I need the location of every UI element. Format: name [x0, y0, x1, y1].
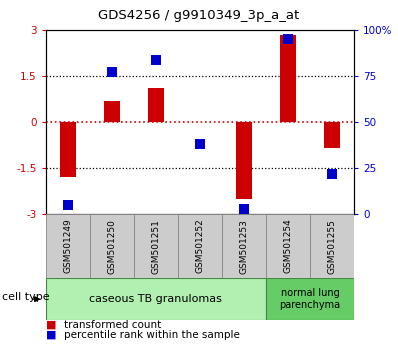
- Text: GSM501249: GSM501249: [63, 219, 72, 273]
- Text: GDS4256 / g9910349_3p_a_at: GDS4256 / g9910349_3p_a_at: [98, 9, 300, 22]
- Bar: [178, 214, 222, 278]
- Bar: [134, 214, 178, 278]
- Text: cell type: cell type: [2, 292, 50, 302]
- Point: [285, 36, 291, 42]
- Point: [241, 206, 247, 211]
- Bar: [266, 214, 310, 278]
- Point: [197, 141, 203, 147]
- Point: [329, 171, 336, 177]
- Text: percentile rank within the sample: percentile rank within the sample: [64, 330, 240, 339]
- Bar: [281, 35, 296, 122]
- Bar: [46, 278, 266, 320]
- Bar: [90, 214, 134, 278]
- Bar: [266, 278, 354, 320]
- Text: transformed count: transformed count: [64, 320, 161, 330]
- Bar: [46, 214, 90, 278]
- Bar: [104, 101, 119, 122]
- Text: ■: ■: [46, 320, 56, 330]
- Text: GSM501251: GSM501251: [151, 219, 160, 274]
- Bar: [192, 121, 208, 122]
- Bar: [324, 122, 340, 148]
- Bar: [310, 214, 354, 278]
- Bar: [222, 214, 266, 278]
- Point: [109, 70, 115, 75]
- Text: normal lung
parenchyma: normal lung parenchyma: [279, 288, 341, 310]
- Text: GSM501252: GSM501252: [195, 219, 205, 273]
- Text: ■: ■: [46, 330, 56, 339]
- Text: GSM501255: GSM501255: [328, 219, 337, 274]
- Bar: [236, 122, 252, 199]
- Text: caseous TB granulomas: caseous TB granulomas: [90, 294, 222, 304]
- Text: GSM501250: GSM501250: [107, 219, 116, 274]
- Point: [64, 202, 71, 208]
- Point: [153, 57, 159, 62]
- Bar: [148, 88, 164, 122]
- Bar: [60, 122, 76, 177]
- Text: GSM501253: GSM501253: [240, 219, 249, 274]
- Text: GSM501254: GSM501254: [284, 219, 293, 273]
